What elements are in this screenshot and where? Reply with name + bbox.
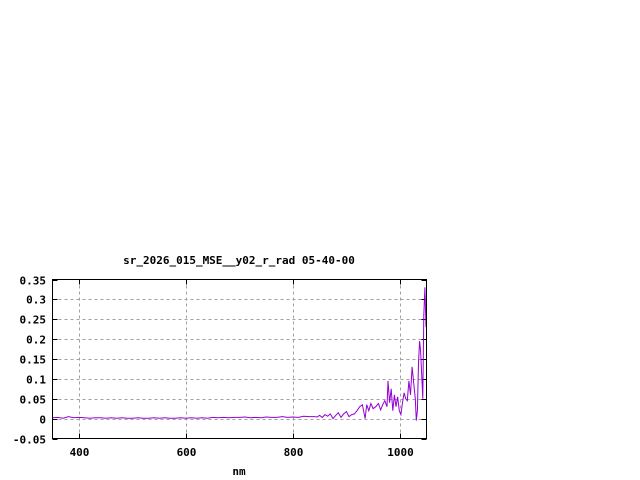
y-tick-label: 0.15	[20, 354, 47, 367]
series-line	[52, 287, 427, 421]
x-axis: 400 600 800 1000	[70, 279, 414, 459]
y-tick-label: -0.05	[13, 434, 46, 447]
y-axis: -0.05 0 0.05 0.1 0.15 0.2 0.25 0.3 0.35	[13, 275, 427, 447]
plot-border	[52, 279, 427, 439]
y-tick-label: 0.1	[26, 374, 46, 387]
x-axis-label: nm	[232, 465, 246, 478]
x-tick-label: 400	[70, 446, 90, 459]
y-tick-label: 0.3	[26, 294, 46, 307]
y-tick-label: 0.05	[20, 394, 47, 407]
chart-title: sr_2026_015_MSE__y02_r_rad 05-40-00	[123, 254, 355, 267]
y-tick-label: 0.25	[20, 314, 47, 327]
x-tick-label: 800	[284, 446, 304, 459]
y-tick-label: 0.35	[20, 275, 47, 288]
grid	[52, 279, 427, 439]
x-tick-label: 600	[177, 446, 197, 459]
x-tick-label: 1000	[387, 446, 414, 459]
y-tick-label: 0	[39, 414, 46, 427]
y-tick-label: 0.2	[26, 334, 46, 347]
